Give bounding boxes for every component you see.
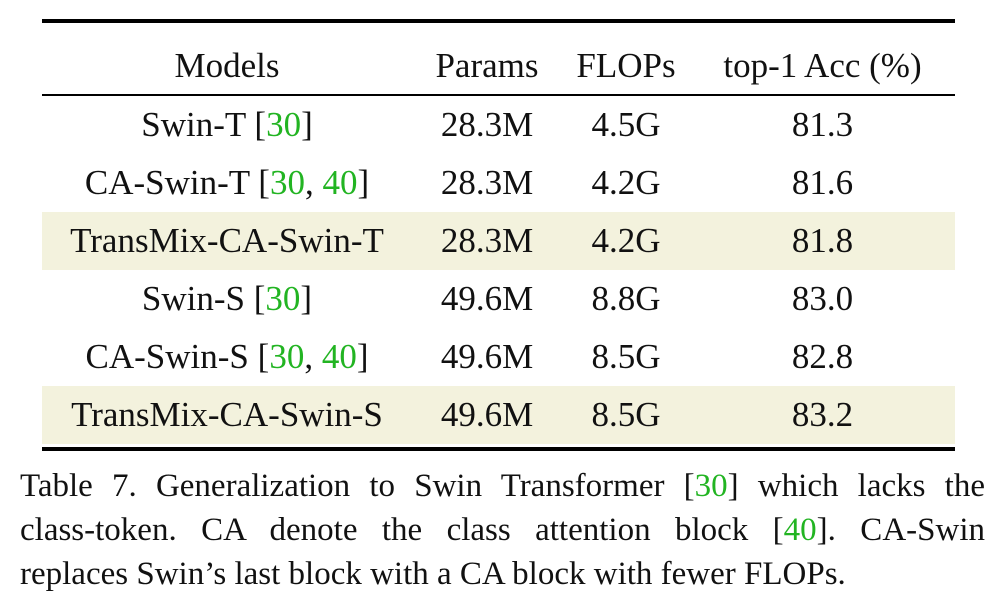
table-header-row: Models Params FLOPs top-1 Acc (%) bbox=[42, 37, 955, 94]
citation-link[interactable]: 30 bbox=[269, 337, 305, 376]
header-flops: FLOPs bbox=[576, 45, 676, 85]
cell-acc: 83.2 bbox=[690, 386, 955, 444]
model-name-end: ] bbox=[356, 337, 369, 376]
table-caption: Table 7. Generalization to Swin Transfor… bbox=[20, 464, 985, 596]
cell-model: Swin-S [30] bbox=[42, 270, 412, 328]
citation-link[interactable]: 40 bbox=[322, 163, 358, 202]
table-row: TransMix-CA-Swin-S 49.6M 8.5G 83.2 bbox=[42, 386, 955, 444]
caption-text: Table 7. Generalization to Swin Transfor… bbox=[20, 468, 695, 504]
table-top-rule bbox=[42, 19, 955, 23]
results-table: Models Params FLOPs top-1 Acc (%) Swin-T… bbox=[42, 37, 955, 444]
caption-line-1: Table 7. Generalization to Swin Transfor… bbox=[20, 464, 985, 508]
table-header-rule bbox=[42, 94, 955, 96]
citation-link[interactable]: 30 bbox=[266, 105, 302, 144]
cell-flops: 8.5G bbox=[562, 386, 690, 444]
citation-link[interactable]: 30 bbox=[269, 163, 305, 202]
cell-acc: 82.8 bbox=[791, 337, 854, 376]
header-acc: top-1 Acc (%) bbox=[723, 45, 922, 85]
cell-flops: 4.5G bbox=[591, 105, 661, 144]
caption-text: class-token. CA denote the class attenti… bbox=[20, 512, 784, 548]
citation-separator: , bbox=[304, 337, 322, 376]
citation-link[interactable]: 40 bbox=[321, 337, 357, 376]
caption-line-3: replaces Swin’s last block with a CA blo… bbox=[20, 556, 846, 592]
cell-acc: 81.8 bbox=[690, 212, 955, 270]
cell-flops: 4.2G bbox=[591, 163, 661, 202]
model-name: CA-Swin-T [ bbox=[84, 163, 270, 202]
cell-flops: 8.5G bbox=[591, 337, 661, 376]
cell-model: TransMix-CA-Swin-T bbox=[42, 212, 412, 270]
cell-model: CA-Swin-S [30, 40] bbox=[42, 328, 412, 386]
cell-params: 49.6M bbox=[412, 386, 562, 444]
model-name-end: ] bbox=[301, 105, 313, 144]
cell-params: 49.6M bbox=[440, 337, 534, 376]
table-bottom-rule bbox=[42, 447, 955, 451]
cell-acc: 81.3 bbox=[791, 105, 854, 144]
header-models: Models bbox=[174, 45, 280, 85]
cell-acc: 83.0 bbox=[791, 279, 854, 318]
table-row: CA-Swin-S [30, 40] 49.6M 8.5G 82.8 bbox=[42, 328, 955, 386]
caption-citation-link[interactable]: 30 bbox=[694, 468, 728, 504]
cell-flops: 4.2G bbox=[562, 212, 690, 270]
table-row: CA-Swin-T [30, 40] 28.3M 4.2G 81.6 bbox=[42, 154, 955, 212]
cell-params: 28.3M bbox=[440, 163, 534, 202]
cell-flops: 8.8G bbox=[591, 279, 661, 318]
model-name-end: ] bbox=[357, 163, 370, 202]
citation-link[interactable]: 30 bbox=[265, 279, 301, 318]
caption-text: ] which lacks the bbox=[727, 468, 985, 504]
model-name: TransMix-CA-Swin-S bbox=[71, 395, 383, 434]
cell-params: 28.3M bbox=[440, 105, 534, 144]
cell-model: Swin-T [30] bbox=[42, 96, 412, 154]
table-row: TransMix-CA-Swin-T 28.3M 4.2G 81.8 bbox=[42, 212, 955, 270]
cell-model: TransMix-CA-Swin-S bbox=[42, 386, 412, 444]
table-row: Swin-S [30] 49.6M 8.8G 83.0 bbox=[42, 270, 955, 328]
cell-model: CA-Swin-T [30, 40] bbox=[42, 154, 412, 212]
citation-separator: , bbox=[304, 163, 323, 202]
cell-acc: 81.6 bbox=[791, 163, 854, 202]
model-name: TransMix-CA-Swin-T bbox=[70, 221, 384, 260]
cell-params: 28.3M bbox=[412, 212, 562, 270]
cell-params: 49.6M bbox=[440, 279, 534, 318]
model-name: Swin-T [ bbox=[141, 105, 267, 144]
table-body: Swin-T [30] 28.3M 4.5G 81.3 CA-Swin-T [30, 4… bbox=[42, 94, 955, 444]
caption-citation-link[interactable]: 40 bbox=[783, 512, 817, 548]
table-row: Swin-T [30] 28.3M 4.5G 81.3 bbox=[42, 96, 955, 154]
model-name-end: ] bbox=[300, 279, 313, 318]
model-name: CA-Swin-S [ bbox=[85, 337, 270, 376]
caption-line-2: class-token. CA denote the class attenti… bbox=[20, 508, 985, 552]
model-name: Swin-S [ bbox=[141, 279, 266, 318]
header-params: Params bbox=[435, 45, 539, 85]
caption-text: ]. CA-Swin bbox=[816, 512, 985, 548]
